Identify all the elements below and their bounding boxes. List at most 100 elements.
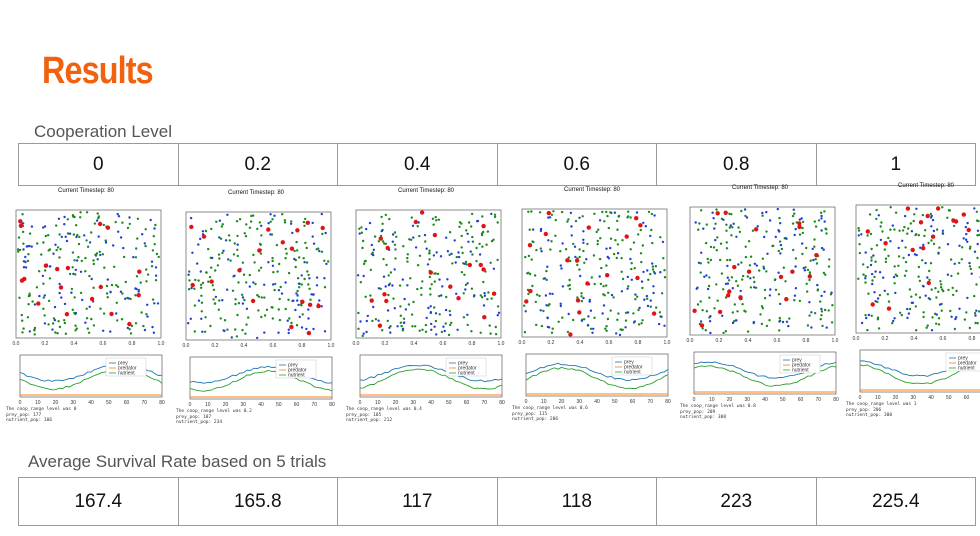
agent-dot (726, 258, 729, 262)
agent-dot (471, 235, 474, 239)
agent-dot (425, 316, 428, 320)
agent-dot (918, 279, 922, 283)
agent-dot (760, 322, 764, 326)
agent-dot (598, 275, 601, 278)
agent-dot (305, 220, 310, 225)
agent-dot (543, 277, 547, 280)
agent-dot (616, 252, 620, 255)
agent-dot (976, 256, 979, 260)
agent-dot (458, 225, 461, 228)
agent-dot (912, 219, 915, 223)
agent-dot (21, 213, 24, 216)
agent-dot (42, 226, 45, 229)
agent-dot (528, 288, 533, 294)
agent-dot (383, 242, 386, 245)
agent-dot (956, 272, 960, 275)
agent-dot (528, 272, 532, 276)
agent-dot (129, 297, 132, 301)
agent-dot (904, 260, 908, 264)
agent-dot (599, 237, 602, 240)
agent-dot (566, 220, 569, 223)
agent-dot (807, 274, 812, 279)
agent-dot (470, 330, 473, 333)
agent-dot (200, 301, 204, 304)
agent-dot (551, 327, 554, 330)
agent-dot (365, 227, 368, 231)
agent-dot (357, 327, 360, 330)
agent-dot (908, 288, 912, 291)
agent-dot (630, 262, 633, 265)
agent-dot (441, 285, 444, 288)
agent-dot (467, 221, 471, 224)
agent-dot (651, 262, 654, 265)
agent-dot (940, 309, 943, 312)
agent-dot (774, 288, 778, 291)
agent-dot (538, 294, 541, 298)
agent-dot (479, 331, 482, 334)
agent-dot (857, 234, 860, 237)
agent-dot (478, 253, 482, 256)
agent-dot (712, 246, 716, 249)
agent-dot (448, 284, 453, 289)
agent-dot (761, 257, 764, 260)
agent-dot (914, 293, 918, 296)
agent-dot (763, 297, 767, 300)
agent-dot (705, 274, 708, 277)
agent-dot (870, 259, 873, 262)
agent-dot (880, 221, 883, 224)
agent-dot (90, 277, 93, 281)
agent-dot (66, 232, 70, 235)
agent-dot (798, 218, 801, 221)
agent-dot (616, 228, 619, 231)
agent-dot (906, 232, 909, 235)
agent-dot (823, 308, 827, 312)
nutrient-line (525, 366, 669, 389)
agent-dot (542, 309, 545, 313)
legend-entry: nutrient (118, 371, 135, 377)
agent-dot (905, 269, 908, 273)
agent-dot (119, 236, 123, 239)
x-tick-label: 0 (525, 399, 528, 405)
agent-dot (71, 251, 75, 254)
agent-dot (21, 319, 24, 322)
agent-dot (820, 294, 823, 298)
agent-dot (651, 311, 657, 316)
agent-dot (391, 240, 394, 243)
agent-dot (630, 267, 633, 271)
agent-dot (360, 231, 364, 234)
agent-dot (892, 275, 896, 279)
agent-dot (762, 267, 766, 270)
agent-dot (910, 230, 914, 233)
agent-dot (267, 222, 270, 225)
agent-dot (241, 296, 245, 299)
agent-dot (607, 291, 610, 294)
agent-dot (823, 290, 826, 293)
agent-dot (700, 209, 703, 212)
agent-dot (962, 237, 965, 240)
x-tick-label: 10 (875, 395, 881, 401)
agent-dot (235, 220, 239, 223)
agent-dot (968, 265, 972, 268)
x-tick-label: 0.4 (577, 340, 584, 346)
agent-dot (295, 228, 300, 233)
agent-dot (615, 256, 618, 260)
agent-dot (965, 311, 968, 314)
agent-dot (746, 330, 750, 333)
agent-dot (266, 227, 271, 232)
agent-dot (878, 271, 882, 274)
agent-dot (862, 263, 865, 266)
agent-dot (874, 300, 877, 303)
agent-dot (701, 327, 704, 330)
agent-dot (289, 324, 294, 330)
agent-dot (531, 240, 534, 243)
agent-dot (610, 211, 613, 215)
agent-dot (599, 282, 603, 286)
agent-dot (706, 287, 710, 291)
agent-dot (47, 234, 50, 237)
agent-dot (935, 228, 939, 231)
agent-dot (534, 300, 537, 304)
agent-dot (569, 259, 572, 263)
